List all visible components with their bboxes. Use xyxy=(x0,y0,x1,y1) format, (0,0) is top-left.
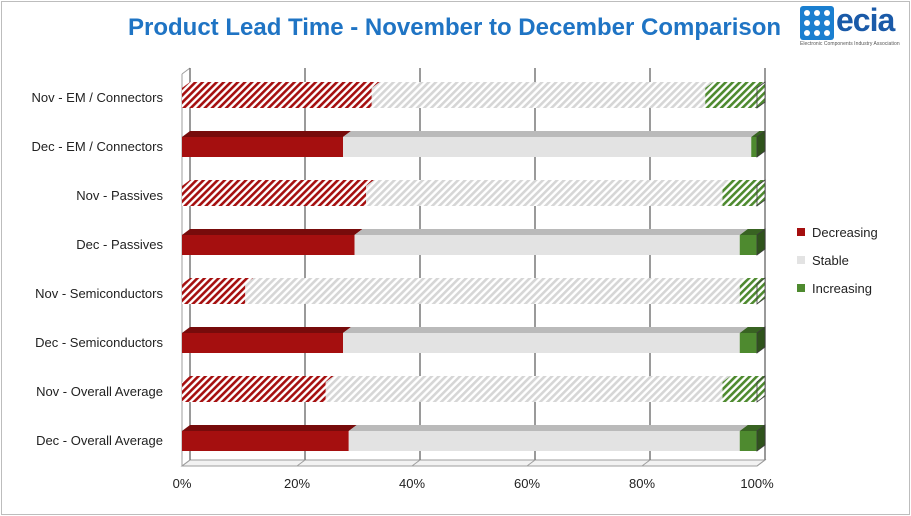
bar-end-face xyxy=(756,326,766,354)
x-tick-label: 0% xyxy=(173,476,192,491)
y-axis-top-edge xyxy=(181,67,191,75)
bar-decreasing xyxy=(182,382,326,402)
bar-increasing xyxy=(722,382,757,402)
bar-stable xyxy=(325,382,723,402)
legend-swatch xyxy=(797,284,805,292)
x-tick-label: 40% xyxy=(399,476,425,491)
bar-end-face xyxy=(756,130,766,158)
bar-end-face xyxy=(756,179,766,207)
gridlines xyxy=(180,67,767,467)
gridline-floor-tick xyxy=(411,459,421,467)
bar-top-increasing xyxy=(705,82,765,88)
bar-top-increasing xyxy=(722,376,765,382)
bar-increasing xyxy=(705,88,757,108)
bars xyxy=(182,81,766,452)
ecia-logo-icon xyxy=(800,6,834,40)
bar-top-decreasing xyxy=(182,425,357,431)
bar-top-increasing xyxy=(722,180,765,186)
bar-stable xyxy=(354,235,740,255)
legend-swatch xyxy=(797,228,805,236)
legend-label: Increasing xyxy=(812,280,872,296)
x-tick-label: 80% xyxy=(629,476,655,491)
bar-stable xyxy=(348,431,740,451)
bar-decreasing xyxy=(182,431,349,451)
gridline-floor-tick xyxy=(641,459,651,467)
logo-wordmark: ecia xyxy=(836,2,895,38)
gridline-floor-tick xyxy=(181,459,191,467)
bar-decreasing xyxy=(182,186,366,206)
bar-end-face xyxy=(756,81,766,109)
gridline-floor-tick xyxy=(296,459,306,467)
bar-end-face xyxy=(756,424,766,452)
bar-increasing xyxy=(739,235,757,255)
bar-top-stable xyxy=(325,376,731,382)
category-label: Dec - Overall Average xyxy=(36,433,163,448)
bar-increasing xyxy=(722,186,757,206)
x-axis-ticks: 0% 20% 40% 60% 80% 100% xyxy=(173,476,774,491)
bar-decreasing xyxy=(182,235,355,255)
gridline-floor-tick xyxy=(756,459,766,467)
x-tick-label: 100% xyxy=(740,476,774,491)
bar-top-stable xyxy=(343,131,760,137)
bar-increasing xyxy=(751,137,757,157)
bar-top-decreasing xyxy=(182,82,380,88)
bar-top-stable xyxy=(354,229,748,235)
bar-end-face xyxy=(756,277,766,305)
bar-increasing xyxy=(739,284,757,304)
category-label: Nov - Semiconductors xyxy=(35,286,163,301)
bar-top-decreasing xyxy=(182,278,254,284)
bar-top-stable xyxy=(343,327,748,333)
bar-stable xyxy=(245,284,740,304)
bar-end-face xyxy=(756,375,766,403)
category-label: Nov - Overall Average xyxy=(36,384,163,399)
ecia-logo: ecia Electronic Components Industry Asso… xyxy=(800,2,902,50)
legend-swatch xyxy=(797,256,805,264)
bar-top-decreasing xyxy=(182,229,363,235)
bar-top-increasing xyxy=(751,131,765,137)
x-tick-label: 20% xyxy=(284,476,310,491)
plot-floor xyxy=(180,459,767,467)
category-labels: Nov - EM / Connectors Dec - EM / Connecto… xyxy=(32,90,164,448)
bar-stable xyxy=(371,88,706,108)
bar-top-stable xyxy=(245,278,748,284)
bar-top-decreasing xyxy=(182,180,374,186)
category-label: Dec - EM / Connectors xyxy=(32,139,164,154)
bar-top-stable xyxy=(348,425,748,431)
bar-decreasing xyxy=(182,284,246,304)
bar-top-stable xyxy=(366,180,731,186)
category-label: Nov - EM / Connectors xyxy=(32,90,164,105)
category-label: Nov - Passives xyxy=(76,188,163,203)
bar-top-decreasing xyxy=(182,327,351,333)
legend: Decreasing Stable Increasing xyxy=(797,218,878,302)
bar-stable xyxy=(343,333,740,353)
chart-title: Product Lead Time - November to December… xyxy=(128,14,782,41)
bar-end-face xyxy=(756,228,766,256)
bar-top-stable xyxy=(371,82,714,88)
bar-increasing xyxy=(739,431,757,451)
bar-increasing xyxy=(739,333,757,353)
logo-subtitle: Electronic Components Industry Associati… xyxy=(800,41,900,47)
gridline-floor-tick xyxy=(526,459,536,467)
bar-stable xyxy=(366,186,723,206)
category-label: Dec - Passives xyxy=(76,237,163,252)
legend-item-increasing: Increasing xyxy=(797,274,878,302)
legend-label: Stable xyxy=(812,252,849,268)
legend-label: Decreasing xyxy=(812,224,878,240)
x-tick-label: 60% xyxy=(514,476,540,491)
bar-stable xyxy=(343,137,752,157)
legend-item-stable: Stable xyxy=(797,246,878,274)
bar-decreasing xyxy=(182,333,343,353)
legend-item-decreasing: Decreasing xyxy=(797,218,878,246)
category-label: Dec - Semiconductors xyxy=(35,335,163,350)
bar-top-decreasing xyxy=(182,131,351,137)
bar-decreasing xyxy=(182,88,372,108)
bar-top-decreasing xyxy=(182,376,334,382)
bar-decreasing xyxy=(182,137,343,157)
